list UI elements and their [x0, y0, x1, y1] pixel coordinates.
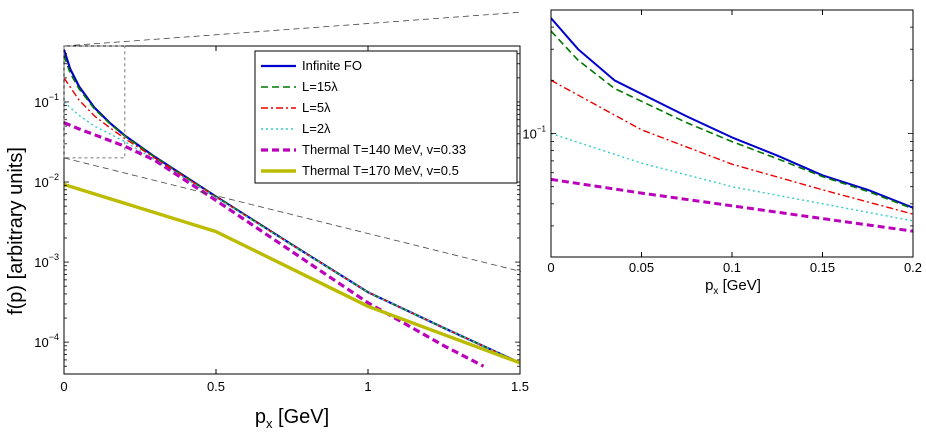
legend-label-infinite-fo: Infinite FO	[302, 58, 362, 73]
main-y-axis-label: f(p) [arbitrary units]	[5, 147, 27, 315]
main-y-tick-label: 10−2	[34, 172, 59, 190]
main-series-l-15	[64, 55, 520, 364]
inset-series-infinite-fo	[551, 17, 913, 209]
main-chart: 0 0.5 1 1.5 10−4 10−3 10−2 10−1 f(p) [arbitrary…	[5, 45, 529, 431]
legend: Infinite FO L=15λ L=5λ L=2λ Thermal T=140 Me…	[254, 50, 518, 184]
zoom-region-box	[63, 45, 126, 159]
inset-series-thermal-t-140-mev-v-0-33	[551, 177, 913, 233]
inset-y-tick-label: 10−1	[522, 125, 546, 142]
main-y-tick-label: 10−4	[34, 332, 59, 350]
legend-label-l-2: L=2λ	[302, 121, 331, 136]
main-x-tick-label: 0	[60, 379, 67, 394]
main-plot-frame	[63, 45, 521, 375]
main-series-l-5	[64, 77, 520, 364]
zoom-connector-bottom	[63, 157, 552, 280]
legend-label-thermal-t-140-mev-v-0-33: Thermal T=140 MeV, v=0.33	[302, 142, 466, 157]
inset-series-l-15	[551, 30, 913, 210]
main-y-tick-label: 10−1	[34, 92, 59, 110]
inset-x-tick-label: 0.05	[629, 260, 654, 275]
legend-label-l-15: L=15λ	[302, 79, 338, 94]
legend-label-thermal-t-170-mev-v-0-5: Thermal T=170 MeV, v=0.5	[302, 163, 459, 178]
main-series-thermal-t-140-mev-v-0-33	[64, 121, 485, 368]
legend-box	[254, 50, 518, 184]
inset-x-tick-label: 0.15	[810, 260, 835, 275]
inset-series-l-2	[551, 132, 913, 222]
main-x-axis-label: px [GeV]	[255, 406, 329, 431]
main-series-thermal-t-170-mev-v-0-5	[64, 182, 520, 365]
main-x-tick-label: 1.5	[511, 379, 529, 394]
inset-x-axis-label: px [GeV]	[705, 277, 761, 297]
inset-chart: 0 0.05 0.1 0.15 0.2 10−1 px [GeV]	[521, 4, 923, 297]
inset-series-l-5	[551, 79, 913, 215]
inset-x-tick-label: 0.1	[723, 260, 741, 275]
main-y-tick-label: 10−3	[34, 252, 59, 270]
zoom-connector-top	[63, 9, 552, 47]
legend-label-l-5: L=5λ	[302, 100, 331, 115]
inset-x-tick-label: 0	[547, 260, 554, 275]
main-x-tick-label: 0.5	[207, 379, 225, 394]
main-x-tick-label: 1	[364, 379, 371, 394]
inset-x-tick-label: 0.2	[904, 260, 922, 275]
